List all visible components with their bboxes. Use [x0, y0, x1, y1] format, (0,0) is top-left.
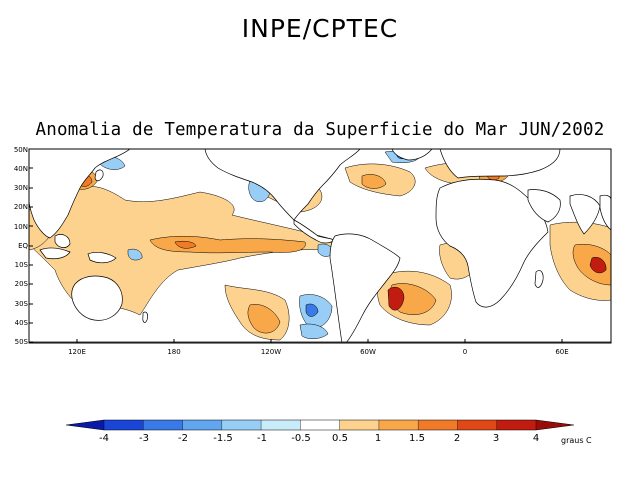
lon-label-60w: 60W: [360, 348, 376, 356]
land-new-guinea: [87, 252, 117, 264]
colorbar-label-neg0-5: -0.5: [291, 433, 311, 444]
colorbar-segment-6: [300, 420, 340, 430]
land-australia: [71, 275, 123, 321]
colorbar-segment-10: [457, 420, 497, 430]
colorbar-label-1: 1: [374, 433, 382, 444]
lat-label-40n: 40N: [13, 165, 28, 173]
lat-label-20n: 20N: [13, 203, 28, 211]
colder-region-e-pacific: [305, 303, 319, 317]
lat-label-50s: 50S: [14, 338, 28, 346]
lat-label-30s: 30S: [14, 300, 28, 308]
lon-label-120e: 120E: [68, 348, 86, 356]
colorbar-label-2: 2: [453, 433, 461, 444]
colorbar-label-1-5: 1.5: [409, 433, 425, 444]
land-japan: [94, 169, 104, 182]
land-se-asia-east: [599, 194, 611, 231]
colorbar-segment-9: [418, 420, 458, 430]
colorbar-segment-5: [261, 420, 301, 430]
land-indonesia: [39, 247, 71, 260]
land-borneo: [54, 234, 71, 248]
colorbar-segment-2: [143, 420, 183, 430]
lat-label-10n: 10N: [13, 223, 28, 231]
warmer-region-eq-pacific: [149, 235, 306, 254]
colorbar-units: graus C: [561, 436, 592, 445]
map-title: Anomalia de Temperatura da Superficie do…: [35, 120, 605, 140]
colorbar-segment-11: [496, 420, 536, 430]
land-madagascar: [534, 270, 544, 288]
lon-label-60e: 60E: [555, 348, 569, 356]
lon-ticks: [76, 339, 563, 343]
lat-label-20s: 20S: [14, 280, 28, 288]
colorbar-label-neg2: -2: [178, 433, 188, 444]
colorbar-label-3: 3: [492, 433, 500, 444]
land-india: [569, 194, 601, 235]
colorbar-segment-1: [104, 420, 144, 430]
colorbar-segment-3: [182, 420, 222, 430]
land-new-zealand: [142, 311, 148, 323]
strong-region-indian: [589, 257, 607, 274]
map-field: [29, 149, 611, 343]
land-south-america: [329, 233, 401, 343]
lon-label-120w: 120W: [260, 348, 282, 356]
strong-region-s-atlantic: [387, 287, 405, 311]
lat-label-eq: EQ: [18, 242, 28, 250]
colorbar-label-4: 4: [532, 433, 540, 444]
colorbar-label-neg3: -3: [139, 433, 149, 444]
strong-warm-regions: [77, 169, 607, 311]
colorbar-label-neg1: -1: [257, 433, 267, 444]
colorbar-label-neg4: -4: [99, 433, 109, 444]
colorbar-segment-8: [378, 420, 419, 430]
land-greenland: [391, 149, 433, 161]
colorbar-segment-7: [339, 420, 379, 430]
warmer-region-s-pacific: [247, 304, 281, 334]
colorbar-segment-above-max: [536, 420, 574, 430]
lon-label-0: 0: [462, 348, 468, 356]
warmer-region-n-atlantic: [361, 174, 387, 189]
lat-label-50n: 50N: [13, 146, 28, 154]
strong-region-eq-pacific: [174, 240, 197, 249]
land-arabia: [527, 189, 561, 223]
lat-label-40s: 40S: [14, 319, 28, 327]
colorbar-label-neg1-5: -1.5: [213, 433, 233, 444]
cold-region-w-pacific: [127, 248, 143, 261]
lat-label-30n: 30N: [13, 184, 28, 192]
lat-ticks: [29, 148, 33, 343]
cold-region-southern: [299, 323, 329, 339]
lat-label-10s: 10S: [14, 261, 28, 269]
lon-label-180: 180: [167, 348, 181, 356]
colorbar-segment-below-min: [66, 420, 104, 430]
colorbar-segment-4: [221, 420, 262, 430]
header-title: INPE/CPTEC: [241, 14, 399, 43]
land-africa: [435, 178, 549, 308]
colorbar: [65, 419, 575, 431]
land-asia: [29, 149, 131, 239]
colorbar-label-0-5: 0.5: [332, 433, 348, 444]
land-europe: [439, 149, 561, 179]
